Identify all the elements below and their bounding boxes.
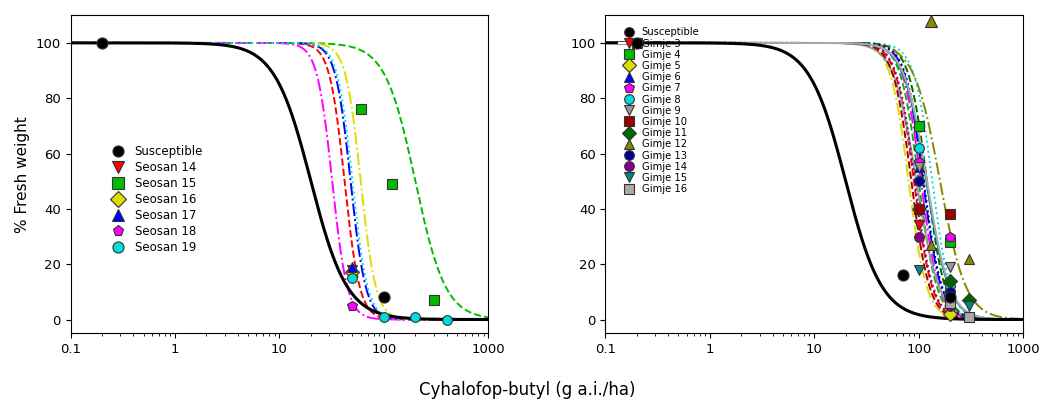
Text: Cyhalofop-butyl (g a.i./ha): Cyhalofop-butyl (g a.i./ha) (419, 381, 636, 399)
Y-axis label: % Fresh weight: % Fresh weight (15, 116, 30, 233)
Legend: Susceptible, Seosan 14, Seosan 15, Seosan 16, Seosan 17, Seosan 18, Seosan 19: Susceptible, Seosan 14, Seosan 15, Seosa… (101, 141, 208, 259)
Legend: Susceptible, Gimje 3, Gimje 4, Gimje 5, Gimje 6, Gimje 7, Gimje 8, Gimje 9, Gimj: Susceptible, Gimje 3, Gimje 4, Gimje 5, … (614, 24, 704, 198)
